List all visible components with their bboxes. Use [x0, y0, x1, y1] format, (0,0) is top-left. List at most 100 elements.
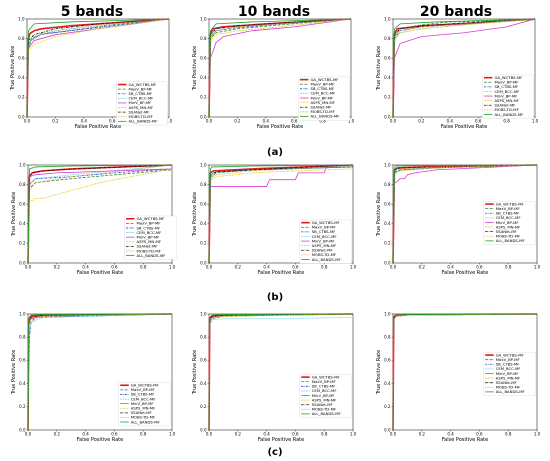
legend-entry: MinV_BP-MF [312, 238, 335, 243]
x-tick-label: 1.0 [169, 265, 176, 270]
legend-entry: ALL_BANDS-MF [310, 114, 339, 119]
legend-entry: GA_WCTBS-MF [312, 374, 340, 379]
legend-entry: GA_WCTBS-MF [494, 75, 522, 80]
y-tick-label: 0.6 [19, 202, 26, 207]
y-tick-label: 1.0 [19, 162, 26, 167]
x-tick-label: 0.2 [419, 265, 426, 270]
y-tick-label: 1.0 [19, 311, 26, 316]
series-line-sb_ctbs-mf [26, 18, 170, 118]
x-axis-label: False Positive Rate [442, 270, 488, 276]
legend-entry: MaxV_BP-MF [494, 80, 518, 85]
roc-panel-2: 0.0 0.2 0.4 0.6 0.8 1.0 0.0 0.2 0.4 0.6 0.8 1.0 Fals… [192, 16, 355, 130]
series-line-mobs-td-mf [208, 18, 352, 118]
x-tick-label: 0.2 [419, 432, 426, 437]
y-tick-label: 1.0 [384, 16, 391, 21]
series-line-all_bands-mf [392, 313, 538, 431]
y-tick-label: 0.6 [200, 56, 207, 61]
x-tick-label: 0.6 [475, 119, 482, 124]
x-tick-label: 0.6 [109, 119, 116, 124]
legend-entry: ALL_BANDS-MF [136, 253, 165, 258]
y-tick-label: 0.0 [18, 114, 25, 119]
series-line-cem_bcc-mf [392, 164, 538, 264]
series-line-minv_bp-mf [392, 164, 538, 264]
legend-entry: ALL_BANDS-MF [312, 411, 341, 416]
y-tick-label: 0.8 [18, 36, 25, 41]
y-tick-label: 0.4 [19, 381, 26, 386]
row-label-c: (c) [267, 447, 282, 458]
legend [482, 74, 534, 119]
x-tick-label: 0.4 [263, 432, 270, 437]
y-axis-label: True Positive Rate [376, 192, 382, 238]
y-tick-label: 0.8 [200, 335, 207, 340]
x-tick-label: 0.2 [235, 432, 242, 437]
y-tick-label: 0.0 [200, 427, 207, 432]
x-axis-label: False Positive Rate [441, 124, 487, 130]
y-tick-label: 0.4 [384, 221, 391, 226]
legend-entry: SB_CTBS-MF [496, 211, 520, 216]
legend-entry: CEM_BCC-MF [131, 396, 156, 401]
y-axis-label: True Positive Rate [11, 350, 17, 396]
roc-panel-8: 0.0 0.2 0.4 0.6 0.8 1.0 0.0 0.2 0.4 0.6 0.8 1.0 Fals… [192, 311, 357, 443]
legend-entry: MaxV_BP-MF [131, 387, 155, 392]
x-tick-label: 0.4 [447, 119, 454, 124]
x-tick-label: 0.6 [292, 265, 299, 270]
roc-panel-3: 0.0 0.2 0.4 0.6 0.8 1.0 0.0 0.2 0.4 0.6 0.8 1.0 Fals… [376, 16, 539, 130]
x-axis-label: False Positive Rate [258, 437, 304, 443]
y-tick-label: 0.4 [200, 221, 207, 226]
legend-entry: MinV_BP-MF [496, 371, 519, 376]
legend-entry: MaxV_BP-MF [128, 86, 152, 91]
series-line-asps_mn-mf [27, 168, 173, 264]
x-tick-label: 1.0 [350, 265, 357, 270]
roc-panel-7: 0.0 0.2 0.4 0.6 0.8 1.0 0.0 0.2 0.4 0.6 0.8 1.0 Fals… [11, 311, 176, 443]
row-label-a: (a) [267, 147, 283, 158]
legend [298, 76, 350, 121]
legend-entry: ALL_BANDS-MF [494, 112, 523, 117]
series-line-asps_mn-mf [208, 168, 354, 264]
y-tick-label: 0.6 [18, 56, 25, 61]
y-tick-label: 1.0 [18, 16, 25, 21]
series-line-all_bands-mf [26, 18, 170, 118]
x-tick-label: 1.0 [534, 265, 541, 270]
series-line-all_bands-mf [208, 18, 352, 118]
legend-entry: MaxV_BP-MF [312, 225, 336, 230]
x-tick-label: 0.4 [447, 265, 454, 270]
legend-entry: SSANet-MF [496, 380, 517, 385]
series-line-all_bands-mf [208, 313, 354, 431]
x-tick-label: 0.2 [234, 119, 241, 124]
x-tick-label: 0.8 [321, 265, 328, 270]
legend-entry: ALL_BANDS-MF [496, 238, 525, 243]
y-tick-label: 0.2 [200, 241, 207, 246]
column-title-20-bands: 20 bands [420, 4, 492, 20]
legend-entry: MaxV_BP-MF [310, 82, 334, 87]
y-tick-label: 0.0 [200, 260, 207, 265]
x-axis-label: False Positive Rate [257, 124, 303, 130]
x-tick-label: 0.2 [52, 119, 59, 124]
legend-entry: MOBS-TD-MF [496, 385, 520, 390]
legend-entry: MOBS-TD-MF [494, 107, 518, 112]
y-tick-label: 0.6 [384, 56, 391, 61]
y-tick-label: 0.4 [19, 221, 26, 226]
series-line-ssanet-mf [208, 164, 354, 264]
legend-entry: GA_WCTBS-MF [136, 216, 164, 221]
legend-entry: SB_CTBS-MF [136, 225, 160, 230]
legend-entry: MinV_BP-MF [136, 234, 159, 239]
legend-entry: SB_CTBS-MF [310, 86, 334, 91]
x-tick-label: 0.0 [390, 265, 397, 270]
series-line-cem_bcc-mf [27, 164, 173, 264]
y-tick-label: 0.2 [18, 95, 25, 100]
x-axis-label: False Positive Rate [442, 437, 488, 443]
x-tick-label: 0.6 [111, 432, 118, 437]
legend [299, 219, 352, 264]
legend-entry: MOBS-TD-MF [128, 114, 152, 119]
legend-entry: SSANet-MF [136, 244, 157, 249]
legend-entry: ALL_BANDS-MF [128, 119, 157, 124]
legend-entry: SSANet-MF [131, 410, 152, 415]
y-tick-label: 0.8 [384, 36, 391, 41]
y-tick-label: 1.0 [200, 16, 207, 21]
x-tick-label: 1.0 [348, 119, 355, 124]
legend-entry: GA_WCTBS-MF [312, 220, 340, 225]
x-tick-label: 1.0 [166, 119, 173, 124]
series-line-all_bands-mf [27, 313, 173, 431]
y-axis-label: True Positive Rate [376, 350, 382, 396]
x-tick-label: 0.6 [292, 432, 299, 437]
